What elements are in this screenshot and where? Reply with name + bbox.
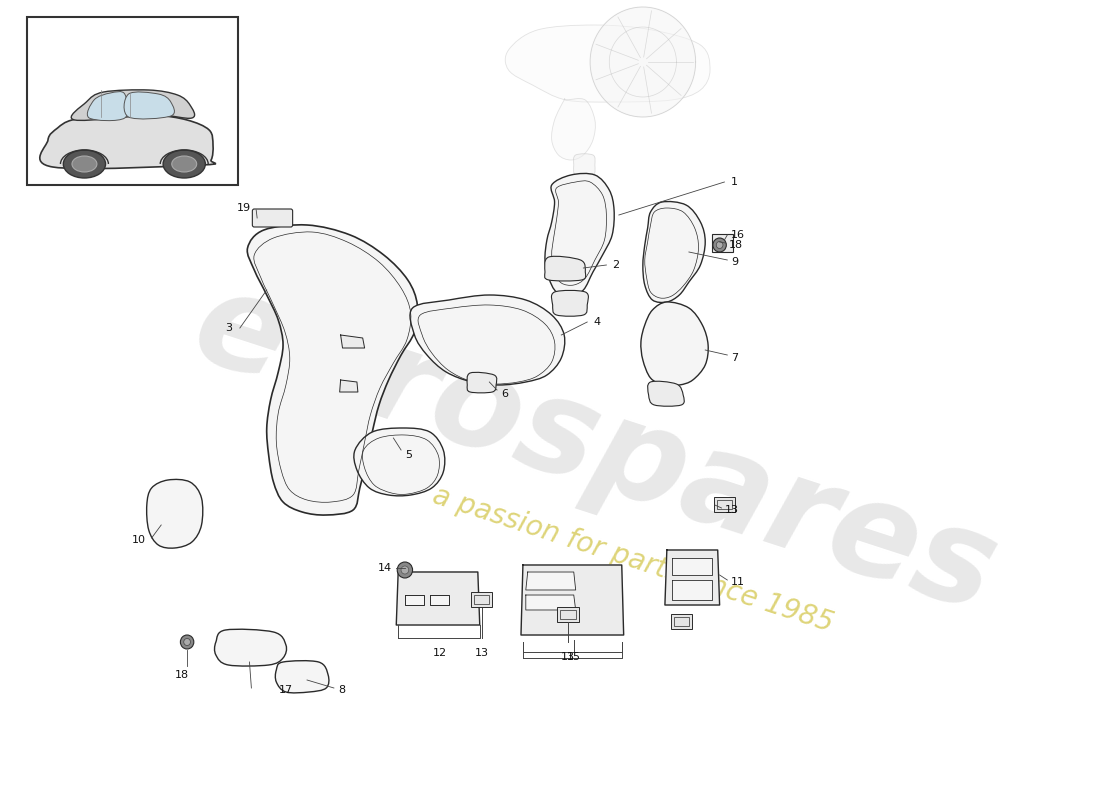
Polygon shape <box>526 595 575 610</box>
Polygon shape <box>340 380 358 392</box>
PathPatch shape <box>642 202 705 302</box>
Text: 1: 1 <box>732 177 738 187</box>
Text: 10: 10 <box>132 535 146 545</box>
Circle shape <box>716 242 723 249</box>
Polygon shape <box>526 572 575 590</box>
Bar <box>712 234 733 252</box>
PathPatch shape <box>87 91 128 121</box>
Polygon shape <box>521 565 624 635</box>
Bar <box>671 614 692 629</box>
Text: eurospares: eurospares <box>178 261 1011 639</box>
FancyBboxPatch shape <box>252 209 293 227</box>
Text: 11: 11 <box>732 577 745 587</box>
Text: 16: 16 <box>732 230 745 240</box>
PathPatch shape <box>573 154 595 176</box>
PathPatch shape <box>410 295 564 385</box>
Ellipse shape <box>64 150 106 178</box>
Text: 6: 6 <box>500 389 508 399</box>
Ellipse shape <box>163 150 206 178</box>
Text: 9: 9 <box>732 257 738 267</box>
Text: a passion for parts since 1985: a passion for parts since 1985 <box>429 482 837 638</box>
PathPatch shape <box>468 372 497 393</box>
Bar <box>474 595 490 604</box>
Text: 12: 12 <box>432 648 447 658</box>
Text: 13: 13 <box>561 652 575 662</box>
Bar <box>558 607 579 622</box>
Polygon shape <box>396 572 480 625</box>
Text: 13: 13 <box>475 648 488 658</box>
Bar <box>471 592 492 607</box>
PathPatch shape <box>641 302 708 386</box>
Polygon shape <box>341 335 364 348</box>
Bar <box>714 497 735 512</box>
Ellipse shape <box>72 156 97 172</box>
Circle shape <box>397 562 412 578</box>
Text: 3: 3 <box>226 323 232 333</box>
Text: 4: 4 <box>593 317 601 327</box>
Bar <box>26 17 238 185</box>
Polygon shape <box>672 558 712 575</box>
PathPatch shape <box>551 290 588 316</box>
PathPatch shape <box>354 428 444 496</box>
PathPatch shape <box>72 90 195 121</box>
Circle shape <box>180 635 194 649</box>
Text: 14: 14 <box>377 563 392 573</box>
Circle shape <box>713 238 726 252</box>
Text: 8: 8 <box>338 685 345 695</box>
Polygon shape <box>590 7 695 117</box>
Bar <box>673 617 689 626</box>
Circle shape <box>402 566 409 574</box>
PathPatch shape <box>214 630 287 666</box>
Text: 13: 13 <box>725 505 738 515</box>
Polygon shape <box>664 550 719 605</box>
Text: 15: 15 <box>566 652 581 662</box>
Text: 17: 17 <box>279 685 293 695</box>
Ellipse shape <box>172 156 197 172</box>
PathPatch shape <box>124 92 175 119</box>
PathPatch shape <box>544 174 614 295</box>
PathPatch shape <box>40 114 216 169</box>
PathPatch shape <box>505 25 710 102</box>
PathPatch shape <box>248 225 418 515</box>
Circle shape <box>184 638 190 646</box>
PathPatch shape <box>275 661 329 693</box>
PathPatch shape <box>146 479 202 548</box>
Text: 18: 18 <box>175 670 189 680</box>
Text: 7: 7 <box>732 353 738 363</box>
Text: 2: 2 <box>612 260 619 270</box>
Polygon shape <box>430 595 449 605</box>
Text: 18: 18 <box>729 240 744 250</box>
PathPatch shape <box>544 256 586 281</box>
PathPatch shape <box>551 98 595 160</box>
PathPatch shape <box>648 382 684 406</box>
Text: 5: 5 <box>405 450 411 460</box>
Polygon shape <box>672 580 712 600</box>
Bar <box>717 500 733 509</box>
Polygon shape <box>405 595 425 605</box>
Bar <box>560 610 575 619</box>
Text: 19: 19 <box>238 203 252 213</box>
